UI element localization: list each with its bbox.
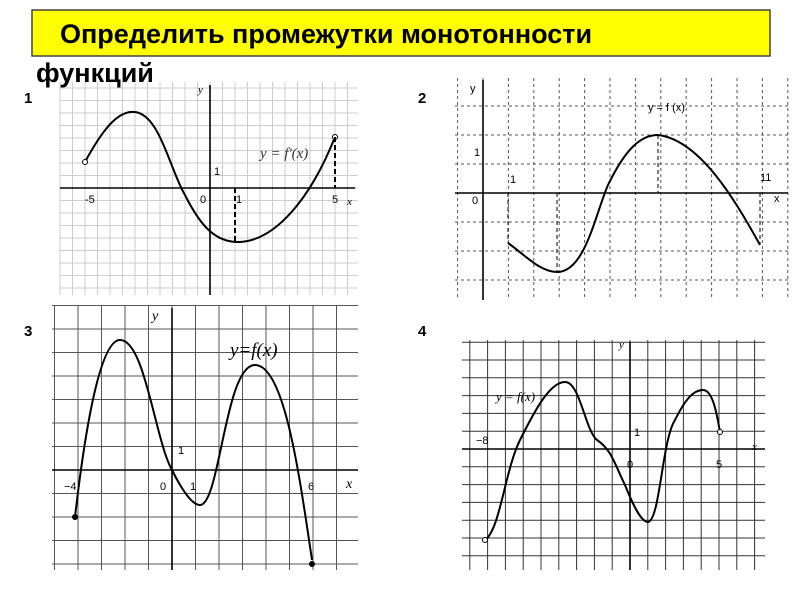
tick: 1 — [474, 147, 480, 159]
tick: 5 — [716, 459, 722, 471]
tick: 1 — [634, 427, 640, 439]
point — [82, 159, 88, 165]
axis-label: y — [470, 83, 476, 95]
axis-label: x — [751, 441, 757, 453]
formula: y = f (x) — [648, 102, 685, 114]
tick: 1 — [178, 445, 184, 457]
axis-label: x — [346, 196, 352, 208]
formula: y=f(x) — [228, 340, 278, 361]
tick: 1 — [236, 194, 242, 206]
tick: 11 — [760, 172, 771, 184]
tick: 6 — [308, 481, 314, 493]
point — [309, 561, 315, 567]
point — [482, 537, 488, 543]
tick: 0 — [472, 195, 478, 207]
tick: 1 — [214, 166, 220, 178]
curve — [84, 110, 336, 244]
axis-label: x — [774, 193, 780, 205]
graph-number: 2 — [418, 90, 426, 107]
axis-label: x — [345, 477, 353, 492]
formula: y = f'(x) — [258, 146, 308, 162]
tick: 0 — [160, 481, 166, 493]
title: Определить промежутки монотонности — [60, 19, 592, 49]
tick: -5 — [85, 194, 95, 206]
axis-label: y — [150, 309, 159, 324]
formula: y = f(x) — [494, 389, 535, 404]
tick: −4 — [64, 481, 77, 493]
curve — [74, 338, 313, 561]
point — [72, 514, 78, 520]
tick: 1 — [190, 481, 196, 493]
point — [717, 429, 723, 435]
title-box — [31, 9, 771, 57]
axis-label: y — [197, 84, 203, 96]
tick: 0 — [627, 459, 633, 471]
tick: 0 — [200, 194, 206, 206]
tick: 1 — [510, 174, 516, 186]
title-cont: функций — [36, 58, 154, 88]
graph-number: 3 — [24, 323, 32, 340]
dashes — [507, 135, 761, 272]
graph-number: 4 — [418, 323, 427, 340]
tick: 5 — [332, 194, 338, 206]
curve — [484, 380, 721, 541]
axis-label: y — [618, 339, 624, 351]
graph-number: 1 — [24, 90, 32, 107]
curve — [507, 133, 761, 274]
tick: −8 — [476, 435, 489, 447]
